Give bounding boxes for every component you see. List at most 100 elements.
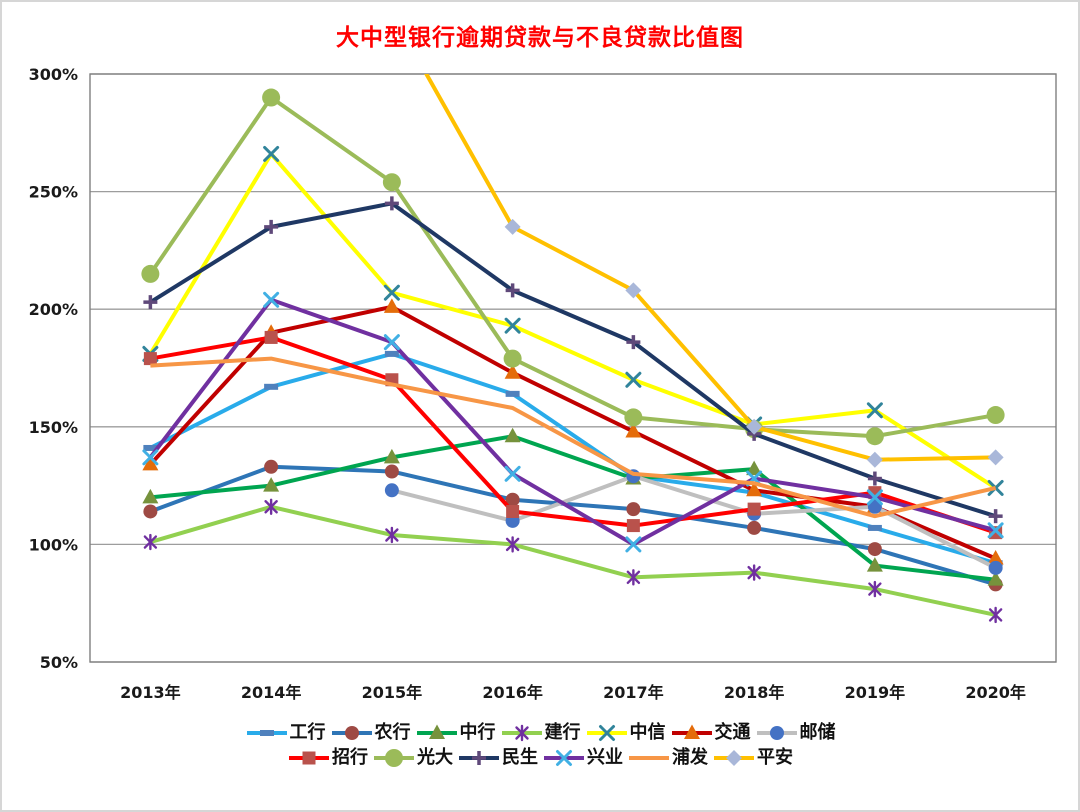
- series-marker: [866, 402, 883, 419]
- series-marker: [556, 750, 572, 766]
- series-marker: [142, 488, 159, 504]
- x-axis-tick-label: 2016年: [482, 683, 543, 702]
- legend-label-中信: 中信: [629, 722, 666, 743]
- series-marker: [866, 451, 883, 468]
- series-marker: [626, 519, 640, 533]
- series-marker: [987, 449, 1004, 466]
- series-line-农行: [149, 464, 997, 587]
- series-line-中信: [148, 151, 997, 490]
- series-marker: [142, 449, 159, 466]
- series-marker: [505, 492, 520, 507]
- series-marker: [264, 383, 279, 390]
- legend-item-中行: 中行: [415, 722, 496, 744]
- series-marker: [505, 536, 520, 553]
- legend-swatch-中信: [586, 725, 627, 741]
- series-marker: [867, 542, 882, 557]
- series-marker: [264, 219, 279, 234]
- series-marker: [263, 291, 280, 308]
- legend-swatch-邮储: [756, 726, 797, 740]
- series-marker: [344, 726, 359, 740]
- series-line-民生: [149, 201, 997, 519]
- series-marker: [866, 557, 883, 572]
- y-axis-tick-label: 50%: [40, 653, 78, 672]
- legend-swatch-中行: [416, 724, 457, 739]
- legend-item-招行: 招行: [287, 747, 368, 769]
- legend-label-邮储: 邮储: [799, 722, 836, 743]
- legend-swatch-交通: [671, 724, 712, 739]
- series-marker: [382, 173, 401, 192]
- legend-item-农行: 农行: [330, 722, 411, 744]
- series-marker: [263, 477, 280, 492]
- legend-label-民生: 民生: [502, 747, 538, 768]
- legend-swatch-平安: [714, 750, 754, 766]
- series-marker: [384, 5, 400, 21]
- series-marker: [625, 371, 642, 388]
- legend-swatch-农行: [331, 726, 372, 740]
- series-marker: [867, 499, 882, 514]
- series-marker: [867, 524, 882, 531]
- legend-label-建行: 建行: [544, 722, 581, 743]
- series-marker: [987, 522, 1004, 539]
- legend-item-平安: 平安: [712, 747, 793, 769]
- series-marker: [625, 536, 642, 553]
- series-marker: [263, 145, 280, 162]
- series-marker: [505, 283, 520, 298]
- series-marker: [746, 460, 763, 476]
- plot-area: 50% 100% 150% 200% 250% 300% 2013年 2014年 2015年 20…: [29, 5, 1057, 702]
- legend-item-兴业: 兴业: [542, 747, 623, 769]
- series-marker: [472, 751, 486, 765]
- legend-row-2: 招行 光大 民生 兴业 浦发 平安: [285, 747, 795, 769]
- series-marker: [264, 498, 278, 515]
- y-axis-tick-label: 300%: [29, 65, 78, 84]
- series-marker: [987, 571, 1004, 586]
- series-marker: [987, 550, 1004, 565]
- series-marker: [384, 464, 399, 479]
- series-marker: [505, 390, 520, 397]
- legend-item-工行: 工行: [245, 722, 326, 744]
- series-marker: [626, 569, 641, 586]
- legend-label-浦发: 浦发: [672, 747, 708, 768]
- legend-item-中信: 中信: [585, 722, 666, 744]
- series-marker: [865, 427, 884, 446]
- series-marker: [626, 335, 641, 350]
- series-marker: [503, 349, 522, 368]
- series-marker: [625, 423, 642, 438]
- legend-item-建行: 建行: [500, 722, 581, 744]
- series-line-建行: [149, 504, 997, 617]
- series-marker: [506, 504, 520, 518]
- series-marker: [867, 471, 882, 486]
- series-marker: [142, 455, 159, 471]
- plot-border: [89, 73, 1057, 663]
- legend-swatch-民生: [459, 751, 499, 765]
- series-marker: [143, 295, 158, 310]
- series-marker: [385, 749, 403, 767]
- series-marker: [868, 580, 882, 598]
- series-marker: [747, 564, 761, 581]
- series-marker: [383, 334, 400, 351]
- legend-label-工行: 工行: [289, 722, 326, 743]
- series-line-光大: [148, 95, 996, 439]
- series-marker: [866, 489, 883, 506]
- series-marker: [986, 406, 1005, 425]
- series-marker: [988, 606, 1003, 624]
- series-marker: [624, 408, 643, 427]
- series-marker: [598, 725, 615, 741]
- legend-item-浦发: 浦发: [627, 747, 708, 769]
- legend-label-光大: 光大: [417, 747, 453, 768]
- legend-label-招行: 招行: [332, 747, 368, 768]
- series-marker: [384, 196, 399, 211]
- series-line-兴业: [148, 297, 997, 547]
- legend-label-农行: 农行: [374, 722, 411, 743]
- series-marker: [988, 560, 1003, 575]
- legend-label-交通: 交通: [714, 722, 751, 743]
- series-marker: [988, 509, 1003, 524]
- series-line-中行: [150, 434, 996, 582]
- series-marker: [746, 418, 763, 435]
- series-marker: [769, 726, 784, 740]
- series-marker: [428, 724, 445, 739]
- legend-swatch-浦发: [629, 756, 669, 760]
- series-line-平安: [424, 74, 996, 462]
- series-marker: [385, 526, 399, 544]
- series-line-交通: [148, 304, 997, 561]
